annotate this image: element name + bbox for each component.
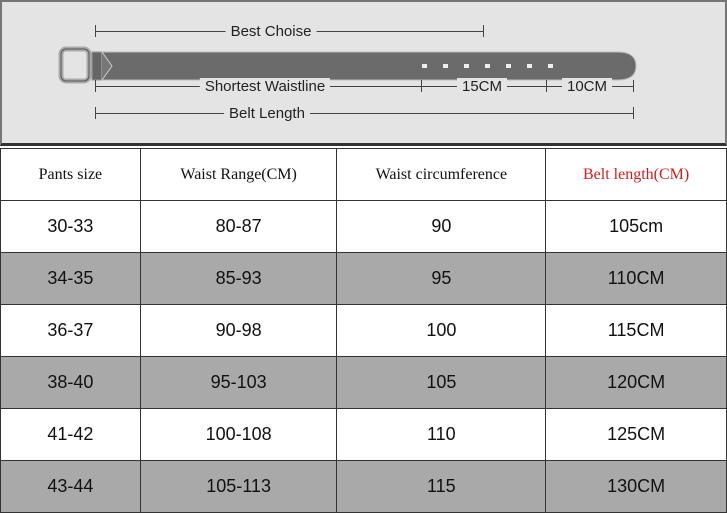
size-chart-table: Pants size Waist Range(CM) Waist circumfer… [0,148,727,513]
table-cell: 130CM [545,460,727,513]
column-header: Belt length(CM) [545,148,727,201]
belt-diagram: Best Choise Shortest Waistline 15CM 10CM… [0,0,727,146]
table-cell: 115CM [545,304,727,357]
table-row: 36-37 90-98 100 115CM [0,304,727,357]
shortest-waistline-label: Shortest Waistline [199,78,331,95]
column-header: Pants size [0,148,141,201]
table-cell: 85-93 [139,252,338,305]
table-cell: 80-87 [139,200,338,253]
table-cell: 41-42 [0,408,141,461]
table-cell: 36-37 [0,304,141,357]
shortest-waistline-dimension: Shortest Waistline [95,78,422,95]
table-row: 43-44 105-113 115 130CM [0,460,727,513]
table-cell: 105-113 [139,460,338,513]
table-row: 38-40 95-103 105 120CM [0,356,727,409]
segment-10cm-label: 10CM [561,78,613,95]
segment-10cm-dimension: 10CM [547,78,634,95]
belt-hole [506,64,511,68]
belt-length-dimension: Belt Length [95,105,634,122]
table-cell: 100-108 [139,408,338,461]
best-choice-label: Best Choise [225,23,317,40]
table-cell: 105cm [545,200,727,253]
belt-hole [464,64,469,68]
table-row: 41-42 100-108 110 125CM [0,408,727,461]
table-cell: 110CM [545,252,727,305]
belt-hole [485,64,490,68]
segment-15cm-label: 15CM [456,78,508,95]
table-cell: 38-40 [0,356,141,409]
table-cell: 34-35 [0,252,141,305]
belt-illustration [58,46,637,84]
belt-hole [443,64,448,68]
belt-hole [527,64,532,68]
column-header: Waist Range(CM) [139,148,338,201]
table-cell: 115 [336,460,547,513]
header-row: Pants size Waist Range(CM) Waist circumfer… [0,148,727,201]
segment-15cm-dimension: 15CM [422,78,547,95]
column-header: Waist circumference [336,148,547,201]
table-cell: 30-33 [0,200,141,253]
table-row: 34-35 85-93 95 110CM [0,252,727,305]
table-cell: 100 [336,304,547,357]
belt-hole [422,64,427,68]
table-cell: 90 [336,200,547,253]
table-cell: 95 [336,252,547,305]
table-cell: 120CM [545,356,727,409]
belt-length-label: Belt Length [224,105,310,122]
best-choice-dimension: Best Choise [95,23,484,40]
table-cell: 90-98 [139,304,338,357]
table-cell: 105 [336,356,547,409]
table-cell: 110 [336,408,547,461]
table-row: 30-33 80-87 90 105cm [0,200,727,253]
table-cell: 95-103 [139,356,338,409]
table-cell: 125CM [545,408,727,461]
belt-hole [548,64,553,68]
table-cell: 43-44 [0,460,141,513]
